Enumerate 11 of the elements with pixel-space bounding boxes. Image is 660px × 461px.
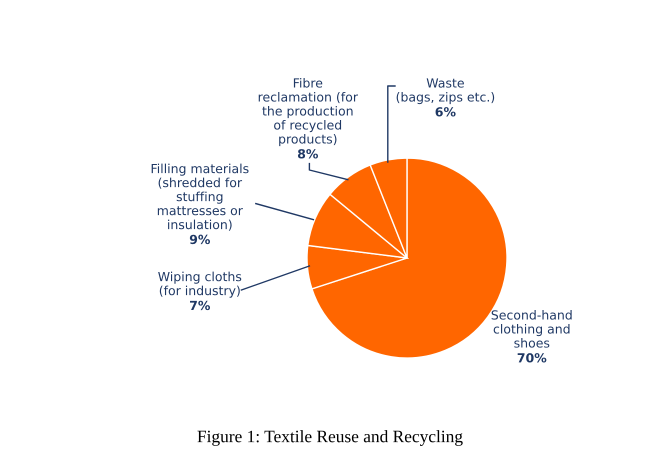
data-label: 6%	[436, 107, 456, 117]
slice-label: Waste (bags, zips etc.)	[396, 78, 494, 104]
data-label: 7%	[190, 300, 210, 310]
slice-label: Second-hand clothing and shoes	[492, 310, 572, 348]
data-label: 9%	[190, 234, 210, 244]
slice-label: Wiping cloths (for industry)	[158, 272, 242, 298]
slice-label: Filling materials (shredded for stuffing mattresses or insulation)	[152, 164, 249, 231]
slice-label: Fibre reclamation (for the production of recycled products)	[258, 78, 358, 146]
data-label: 8%	[298, 149, 318, 159]
data-label: 70%	[518, 353, 546, 363]
caption: Figure 1: Textile Reuse and Recycling	[197, 430, 463, 446]
